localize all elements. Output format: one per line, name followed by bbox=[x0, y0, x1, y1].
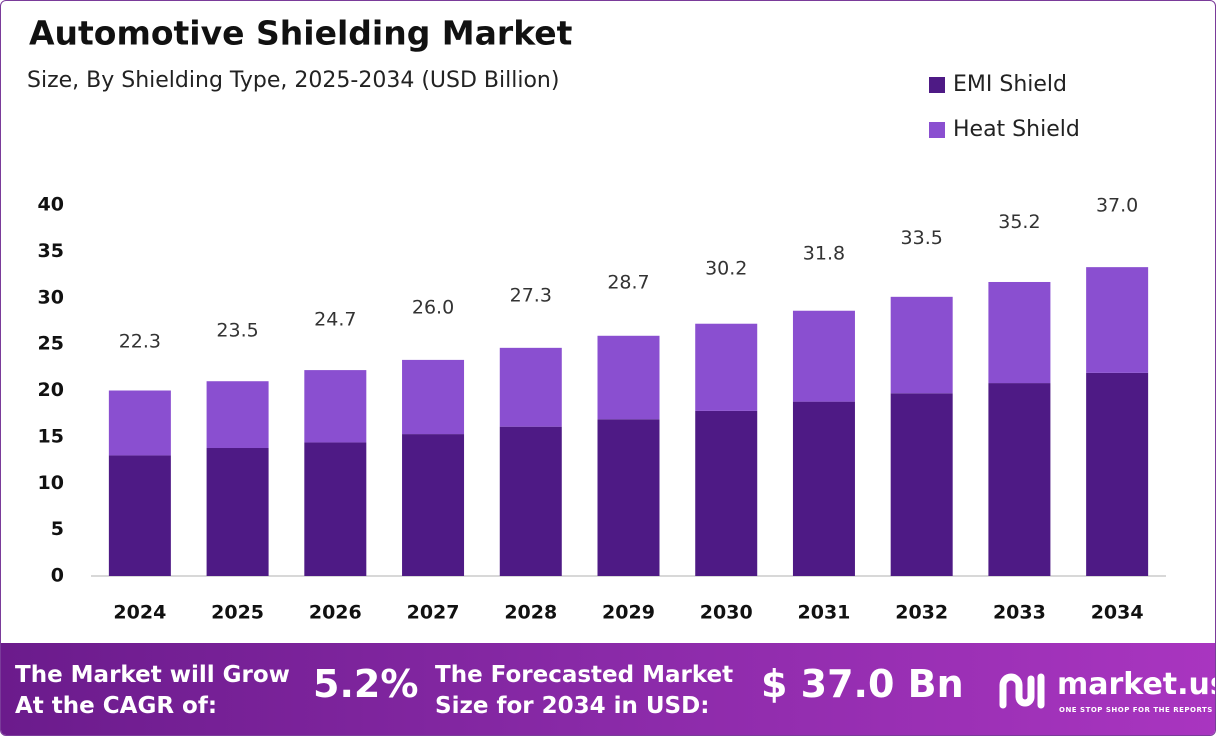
legend-swatch bbox=[929, 122, 945, 138]
total-label: 31.8 bbox=[803, 243, 845, 265]
x-tick-label: 2032 bbox=[895, 602, 948, 624]
total-label: 24.7 bbox=[314, 308, 356, 330]
total-label: 35.2 bbox=[998, 211, 1040, 233]
bar-segment bbox=[597, 419, 660, 576]
chart-subtitle: Size, By Shielding Type, 2025-2034 (USD … bbox=[27, 68, 559, 93]
chart-title: Automotive Shielding Market bbox=[29, 14, 573, 53]
y-tick-label: 25 bbox=[38, 333, 64, 355]
x-tick-label: 2026 bbox=[309, 602, 362, 624]
bar-segment bbox=[304, 442, 367, 576]
bar-segment bbox=[206, 448, 269, 576]
y-tick-label: 30 bbox=[38, 286, 64, 308]
x-tick-label: 2031 bbox=[798, 602, 851, 624]
bar-segment bbox=[890, 296, 953, 394]
legend-swatch bbox=[929, 77, 945, 93]
x-tick-label: 2024 bbox=[113, 602, 166, 624]
bar-segment bbox=[499, 347, 562, 427]
y-tick-label: 5 bbox=[51, 518, 64, 540]
bar-segment bbox=[988, 383, 1051, 576]
bar-segment bbox=[402, 359, 465, 435]
y-tick-label: 0 bbox=[51, 565, 64, 587]
total-label: 33.5 bbox=[901, 227, 943, 249]
cagr-value: 5.2% bbox=[313, 662, 419, 706]
x-tick-label: 2025 bbox=[211, 602, 264, 624]
bar-segment bbox=[108, 455, 171, 576]
bar-segment bbox=[108, 390, 171, 456]
x-tick-label: 2029 bbox=[602, 602, 655, 624]
total-label: 28.7 bbox=[607, 271, 649, 293]
logo-text: market.us bbox=[1057, 667, 1216, 702]
legend-label: Heat Shield bbox=[953, 117, 1080, 142]
y-tick-label: 10 bbox=[38, 472, 64, 494]
bar-segment bbox=[695, 323, 758, 411]
bar-segment bbox=[988, 281, 1051, 384]
total-label: 30.2 bbox=[705, 257, 747, 279]
y-tick-label: 35 bbox=[38, 240, 64, 262]
bar-segment bbox=[890, 393, 953, 576]
bar-segment bbox=[1086, 267, 1149, 373]
legend-label: EMI Shield bbox=[953, 72, 1067, 97]
y-tick-label: 40 bbox=[38, 194, 64, 216]
total-label: 27.3 bbox=[510, 284, 552, 306]
x-tick-label: 2030 bbox=[700, 602, 753, 624]
bar-segment bbox=[1086, 372, 1149, 576]
cagr-text: The Market will Grow At the CAGR of: bbox=[15, 662, 290, 719]
x-tick-label: 2033 bbox=[993, 602, 1046, 624]
x-tick-label: 2027 bbox=[407, 602, 460, 624]
forecast-text: The Forecasted Market Size for 2034 in U… bbox=[435, 662, 734, 719]
chart: Automotive Shielding Market Size, By Shi… bbox=[27, 14, 1166, 624]
x-tick-label: 2034 bbox=[1091, 602, 1144, 624]
logo-icon bbox=[999, 673, 1045, 709]
total-label: 23.5 bbox=[216, 320, 258, 342]
bar-segment bbox=[792, 310, 855, 402]
bar-segment bbox=[792, 401, 855, 576]
footer-banner: The Market will Grow At the CAGR of: 5.2… bbox=[1, 643, 1216, 735]
bar-segment bbox=[304, 370, 367, 443]
bar-segment bbox=[402, 434, 465, 576]
logo-tagline: ONE STOP SHOP FOR THE REPORTS bbox=[1059, 706, 1213, 714]
bar-segment bbox=[695, 410, 758, 576]
forecast-value: $ 37.0 Bn bbox=[761, 662, 964, 706]
bar-segment bbox=[597, 335, 660, 420]
y-tick-label: 15 bbox=[38, 425, 64, 447]
x-tick-label: 2028 bbox=[504, 602, 557, 624]
total-label: 22.3 bbox=[119, 331, 161, 353]
bar-segment bbox=[499, 426, 562, 576]
total-label: 26.0 bbox=[412, 296, 454, 318]
total-label: 37.0 bbox=[1096, 194, 1138, 216]
bar-segment bbox=[206, 381, 269, 449]
y-tick-label: 20 bbox=[38, 379, 64, 401]
